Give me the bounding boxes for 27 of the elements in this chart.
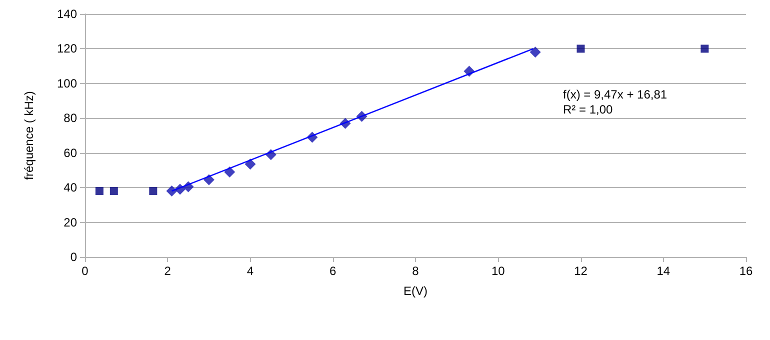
x-tick-label: 14 xyxy=(656,264,670,278)
x-tick-label: 6 xyxy=(330,264,337,278)
point xyxy=(244,158,256,170)
point xyxy=(110,187,118,196)
y-tick-label: 100 xyxy=(56,76,78,90)
y-tick-label: 20 xyxy=(64,215,78,230)
annotation: f(x) = 9,47x + 16,81 R² = 1,00 xyxy=(563,88,668,116)
y-axis-title: fréquence ( kHz) xyxy=(22,91,36,180)
y-tick-label: 140 xyxy=(56,7,78,21)
x-tick-label: 2 xyxy=(164,264,172,278)
y-tick-label: 40 xyxy=(64,180,78,195)
x-tick-label: 8 xyxy=(412,264,420,278)
x-tick-label: 0 xyxy=(82,264,89,278)
point xyxy=(149,187,158,196)
y-tick-label: 80 xyxy=(64,111,78,126)
y-tick-label: 0 xyxy=(70,250,78,264)
point xyxy=(95,187,104,196)
x-tick-label: 16 xyxy=(739,264,753,278)
y-tick-label: 60 xyxy=(64,146,78,160)
x-tick-label: 4 xyxy=(246,264,254,278)
point xyxy=(530,46,541,58)
y-tick-label: 120 xyxy=(56,42,78,56)
point xyxy=(576,44,585,53)
x-tick-label: 12 xyxy=(574,264,588,278)
x-tick-label: 10 xyxy=(491,264,506,278)
x-axis-title: E(V) xyxy=(404,284,428,298)
point xyxy=(700,44,709,53)
